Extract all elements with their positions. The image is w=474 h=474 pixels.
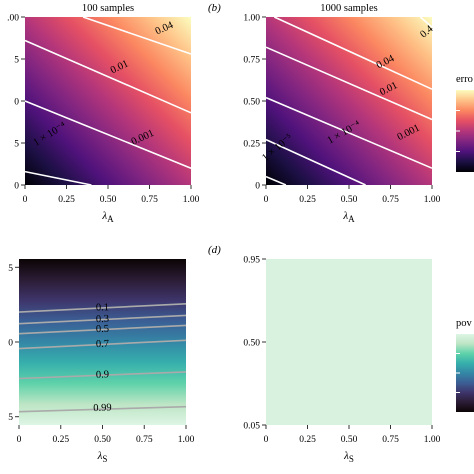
x-axis-label: λA xyxy=(342,210,355,224)
x-axis-label: λS xyxy=(343,450,354,464)
y-tick-label: 0.50 xyxy=(243,98,260,108)
contour-label: 0.1 xyxy=(96,302,110,313)
x-tick-label: 0 xyxy=(264,435,269,445)
heatmap-area xyxy=(266,259,432,425)
x-tick-label: 1.00 xyxy=(424,195,441,205)
x-tick-label: 1.00 xyxy=(178,435,195,445)
y-tick-label: 0 xyxy=(14,182,19,192)
colorbar-title: pov xyxy=(456,318,473,329)
contour-label: 0.9 xyxy=(96,369,110,380)
contour-line xyxy=(265,96,433,169)
y-tick-label: 5 xyxy=(8,413,13,423)
x-axis-label: λA xyxy=(101,210,114,224)
y-tick-label: 0 xyxy=(14,98,19,108)
x-tick-label: 0 xyxy=(23,195,28,205)
contour-label: 0.7 xyxy=(96,339,110,350)
contour-line xyxy=(18,314,187,325)
contour-line xyxy=(18,324,187,335)
colorbar-gradient xyxy=(456,334,474,412)
x-tick-label: 0.25 xyxy=(52,435,69,445)
contour-label: 0.5 xyxy=(96,324,110,335)
y-tick-label: 0.25 xyxy=(243,140,260,150)
contour-line xyxy=(265,138,366,186)
panel-3: 0.10.30.5 0.7 0.9 0.99 0 0.25 0.50 0.75 1.00 5 0 5 λ… xyxy=(8,259,195,464)
colorbar-gradient xyxy=(456,90,474,172)
contour-line xyxy=(419,16,433,28)
y-tick-label: 5 xyxy=(8,264,13,274)
x-axis-label: λS xyxy=(97,450,108,464)
contour-line xyxy=(82,16,192,55)
x-tick-label: 1.00 xyxy=(183,195,200,205)
y-tick-label: 1.00 xyxy=(243,14,260,24)
x-tick-label: 0.25 xyxy=(58,195,75,205)
y-tick-label: 0 xyxy=(255,182,260,192)
panel-letter: (b) xyxy=(208,2,221,14)
contour-line xyxy=(24,170,92,186)
y-tick-label: 5 xyxy=(14,56,19,66)
contour-line xyxy=(265,46,433,121)
contour-line xyxy=(18,371,187,380)
colorbar: erro xyxy=(456,74,474,172)
contour-label: 0.99 xyxy=(93,402,112,414)
contour-line xyxy=(18,303,187,313)
contour-line xyxy=(24,39,192,114)
panel-title: 1000 samples xyxy=(320,3,377,14)
colorbar: pov xyxy=(456,318,474,412)
panel-letter: (d) xyxy=(208,244,221,256)
x-tick-label: 0.75 xyxy=(382,195,399,205)
contour-label: 0.3 xyxy=(96,314,110,325)
contour-line xyxy=(273,16,433,90)
y-tick-label: 5 xyxy=(14,140,19,150)
contour-line xyxy=(24,100,192,169)
x-tick-label: 0.50 xyxy=(94,435,111,445)
y-tick-label: .00 xyxy=(7,14,19,24)
x-tick-label: 0.75 xyxy=(141,195,158,205)
colorbar-title: erro xyxy=(456,74,473,85)
x-tick-label: 0.75 xyxy=(382,435,399,445)
contour-line xyxy=(265,175,287,186)
x-tick-label: 0.50 xyxy=(341,435,358,445)
y-tick-label: 0.50 xyxy=(243,339,260,349)
x-tick-label: 0.50 xyxy=(341,195,358,205)
x-tick-label: 0.75 xyxy=(136,435,153,445)
x-tick-label: 0 xyxy=(264,195,269,205)
contour-line xyxy=(18,405,187,413)
x-tick-label: 0 xyxy=(17,435,22,445)
panel-4: 0 0.25 0.50 0.75 1.00 0.95 0.50 0.05 λS (d) xyxy=(208,244,441,464)
contour-line xyxy=(18,339,187,350)
y-tick-label: 0.05 xyxy=(243,422,260,432)
x-tick-label: 0.50 xyxy=(100,195,117,205)
x-tick-label: 0.25 xyxy=(299,435,316,445)
panel-title: 100 samples xyxy=(82,3,134,14)
y-tick-label: 0 xyxy=(8,339,13,349)
x-tick-label: 1.00 xyxy=(424,435,441,445)
x-tick-label: 0.25 xyxy=(299,195,316,205)
heatmap-area xyxy=(266,17,432,185)
heatmap-area xyxy=(25,17,191,185)
y-tick-label: 0.75 xyxy=(243,56,260,66)
y-tick-label: 0.95 xyxy=(243,256,260,266)
